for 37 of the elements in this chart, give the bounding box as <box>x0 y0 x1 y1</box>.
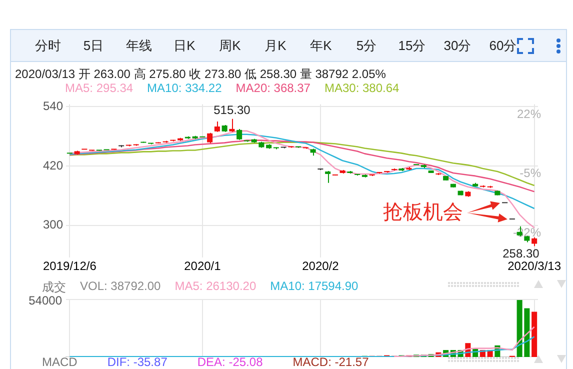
y-tick-label: 420 <box>42 158 64 172</box>
text: 15分 <box>397 37 427 55</box>
text: 年K <box>309 37 333 55</box>
x-tick-label: 2020/1 <box>184 259 222 274</box>
text: 5日 <box>82 37 105 55</box>
text: MA10: 334.22 <box>147 81 222 95</box>
text: 日K <box>172 37 196 55</box>
annotation: 515.30 <box>214 103 251 118</box>
y-tick-label: 540 <box>42 98 64 113</box>
text: MA10: 17594.90 <box>270 279 358 295</box>
y2-tick-label: -5% <box>520 166 542 180</box>
annotation: 258.30 <box>502 246 540 260</box>
x-tick-label: 2020/3/13 <box>508 259 562 274</box>
text: MA5: 26130.20 <box>174 279 256 295</box>
text: 30分 <box>442 37 472 55</box>
text: VOL: 38792.00 <box>80 279 161 295</box>
annotation: MACD <box>42 355 78 369</box>
y2-tick-label: 22% <box>516 106 542 121</box>
annotation: 抢板机会 <box>382 202 463 224</box>
text: MA20: 368.37 <box>236 81 310 95</box>
text: 年线 <box>125 37 153 55</box>
text: 5分 <box>355 37 378 55</box>
text: 60分 <box>488 37 518 55</box>
text: 月K <box>264 37 288 55</box>
x-tick-label: 2019/12/6 <box>42 259 97 274</box>
text: MA30: 380.64 <box>324 81 400 95</box>
text: 分时 <box>34 37 62 55</box>
y-tick-label: 300 <box>42 218 64 232</box>
y-axis-title: 成交 <box>42 279 66 296</box>
chart-subtitle: 2020/03/13 开 263.00 高 275.80 收 273.80 低 258.30 量 38792 2.05% <box>15 66 386 83</box>
x-tick-label: 2020/2 <box>302 259 340 274</box>
text: 54000 <box>28 293 62 308</box>
text: MA5: 295.34 <box>65 81 134 95</box>
text: 周K <box>218 37 242 55</box>
annotation: DIF: -35.87 <box>107 355 168 369</box>
annotation: MACD: -21.57 <box>292 355 369 369</box>
annotation: DEA: -25.08 <box>197 355 263 369</box>
